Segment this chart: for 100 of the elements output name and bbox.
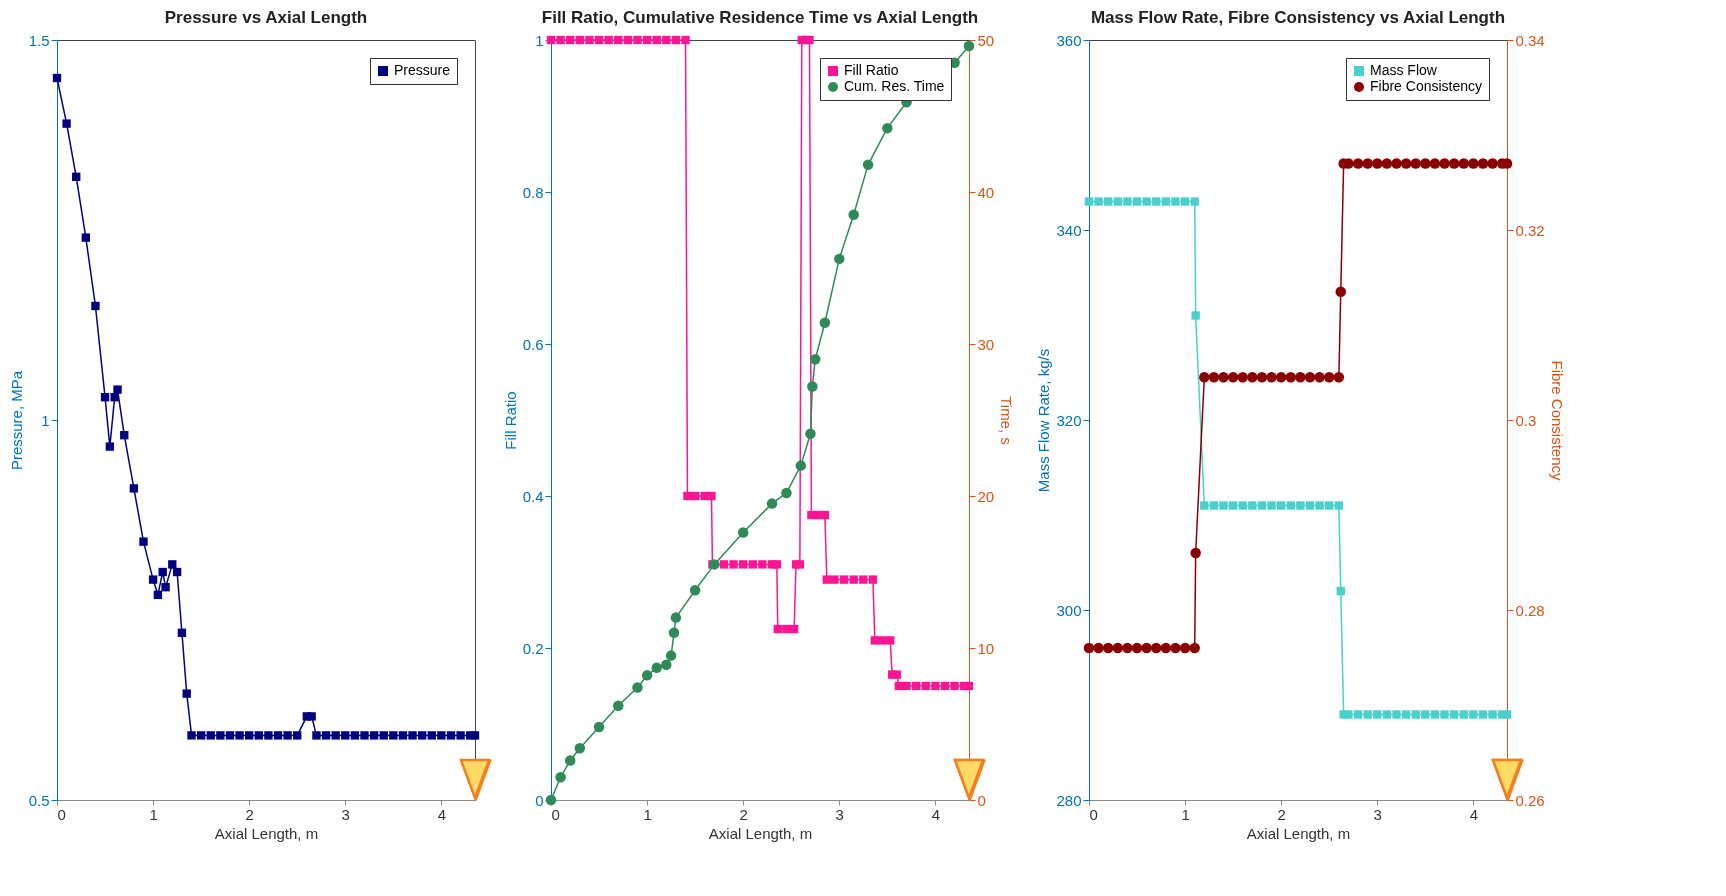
point — [1323, 372, 1335, 383]
point — [1160, 642, 1172, 654]
x-tick-label: 4 — [1469, 805, 1479, 823]
point — [1305, 501, 1315, 510]
point — [886, 636, 895, 645]
point — [1170, 642, 1181, 654]
point — [196, 731, 206, 740]
point — [1285, 372, 1297, 383]
x-axis-title: Axial Length, m — [708, 824, 813, 842]
point — [379, 731, 388, 740]
point — [225, 731, 235, 740]
y2-axis-title: Fibre Consistency — [1548, 360, 1566, 482]
y2-tick-label: 0 — [977, 791, 986, 809]
x-tick-label: 0 — [57, 805, 66, 823]
point — [1113, 197, 1123, 206]
y-tick-label: 320 — [1056, 411, 1082, 429]
point — [1247, 372, 1258, 383]
y-tick-label: 280 — [1056, 791, 1082, 809]
point — [446, 731, 456, 740]
point — [1458, 158, 1469, 169]
point — [766, 498, 778, 509]
point — [556, 35, 565, 45]
point — [1256, 372, 1268, 383]
point — [1304, 372, 1316, 383]
point — [683, 491, 692, 501]
point — [545, 794, 557, 806]
point — [1391, 158, 1402, 169]
point — [641, 670, 653, 681]
point — [1151, 642, 1162, 654]
y-tick-label: 300 — [1056, 601, 1082, 619]
point — [604, 35, 613, 45]
point — [690, 491, 700, 501]
x-axis-title: Axial Length, m — [1246, 824, 1351, 842]
legend-label: Fill Ratio — [844, 62, 899, 78]
point — [1420, 158, 1431, 169]
point — [1401, 710, 1411, 719]
point — [665, 650, 677, 661]
point — [437, 731, 446, 740]
y-axis-title: Fill Ratio — [501, 391, 519, 450]
legend-label: Cum. Res. Time — [844, 78, 945, 94]
point — [822, 575, 831, 584]
x-axis-title: Axial Length, m — [214, 824, 319, 842]
chart-title: Mass Flow Rate, Fibre Consistency vs Axial Length — [1090, 8, 1506, 27]
point — [911, 681, 921, 691]
point — [172, 567, 182, 577]
point — [614, 35, 623, 45]
x-tick-label: 2 — [739, 805, 748, 823]
y2-axis-title: Time, s — [998, 396, 1016, 445]
point — [670, 612, 682, 623]
point — [1336, 586, 1345, 596]
point — [1325, 501, 1334, 510]
point — [120, 431, 129, 440]
point — [1448, 158, 1460, 169]
point — [1362, 158, 1373, 169]
point — [921, 681, 930, 691]
point — [1171, 197, 1180, 206]
point — [1218, 372, 1229, 383]
point — [1295, 372, 1306, 383]
point — [1440, 710, 1449, 719]
point — [470, 731, 480, 740]
y-tick-label: 360 — [1056, 31, 1082, 49]
point — [1277, 501, 1286, 510]
point — [153, 590, 163, 599]
point — [360, 731, 369, 740]
point — [293, 731, 302, 740]
point — [148, 575, 158, 584]
point — [849, 575, 858, 584]
point — [781, 487, 792, 499]
point — [613, 700, 624, 711]
point — [632, 682, 643, 693]
point — [1093, 642, 1104, 654]
point — [689, 585, 701, 596]
point — [1315, 501, 1324, 510]
x-tick-label: 3 — [1373, 805, 1382, 823]
point — [1468, 158, 1479, 169]
x-tick-label: 3 — [341, 805, 350, 823]
point — [1094, 197, 1103, 206]
point — [417, 731, 427, 740]
point — [350, 731, 360, 740]
point — [1372, 158, 1383, 169]
point — [1084, 197, 1094, 206]
point — [129, 484, 139, 493]
point — [878, 636, 887, 645]
point — [782, 624, 791, 634]
point — [1141, 642, 1152, 654]
point — [1152, 197, 1161, 206]
point — [1334, 501, 1344, 510]
point — [369, 731, 379, 740]
x-tick-label: 1 — [149, 805, 158, 823]
point — [810, 353, 821, 365]
point — [668, 627, 680, 639]
point — [1381, 158, 1393, 169]
chart-title: Pressure vs Axial Length — [164, 8, 368, 27]
point — [662, 35, 671, 45]
x-tick-label: 0 — [551, 805, 560, 823]
point — [1469, 710, 1478, 719]
point — [805, 35, 814, 45]
point — [1488, 710, 1497, 719]
point — [1477, 158, 1489, 169]
point — [739, 560, 748, 569]
